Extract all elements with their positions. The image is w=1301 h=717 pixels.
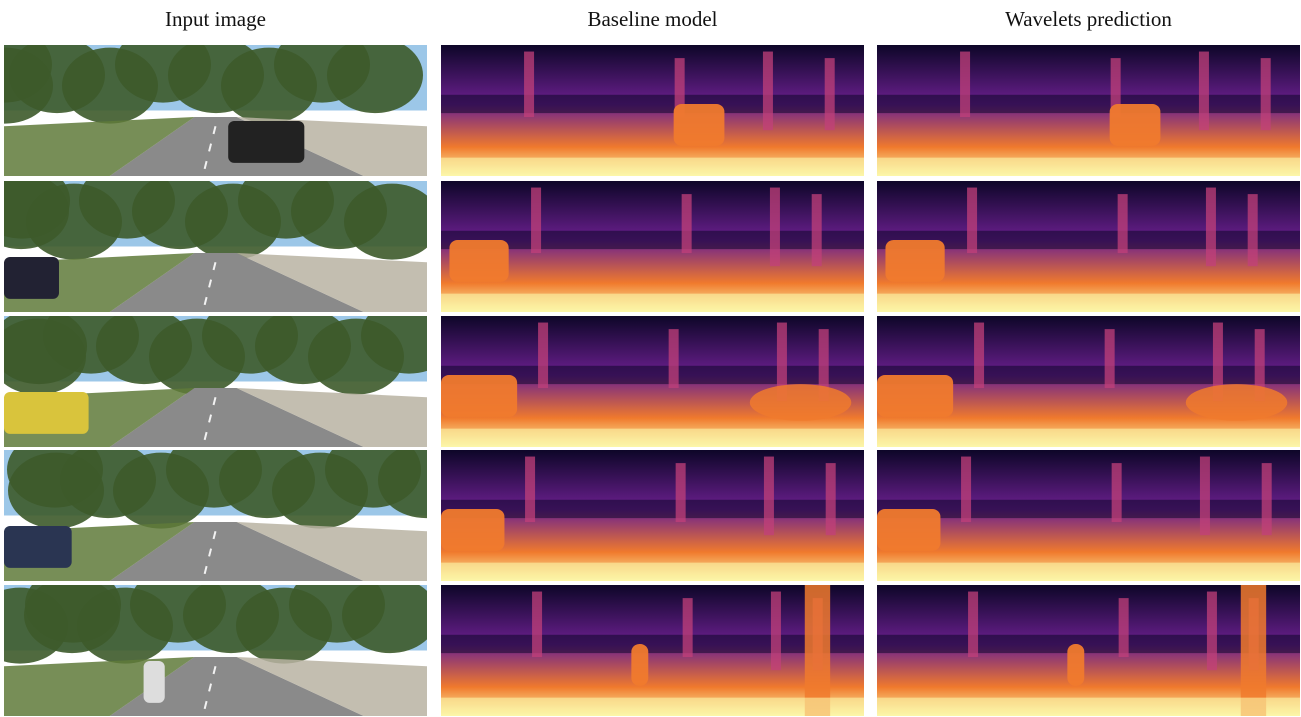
column-title-input: Input image [165,7,266,31]
column-title-wavelets: Wavelets prediction [1005,7,1172,31]
baseline-depth-map-row-5 [441,585,864,716]
wavelets-depth-map-row-1 [877,45,1300,176]
input-image-row-1 [4,45,427,176]
baseline-depth-map-row-2 [441,181,864,312]
column-title-baseline: Baseline model [587,7,718,31]
input-image-row-2 [4,181,427,312]
input-image-row-5 [4,585,427,716]
baseline-depth-map-row-4 [441,450,864,581]
input-image-row-4 [4,450,427,581]
wavelets-depth-map-row-2 [877,181,1300,312]
wavelets-depth-map-row-4 [877,450,1300,581]
baseline-depth-map-row-3 [441,316,864,447]
baseline-depth-map-row-1 [441,45,864,176]
wavelets-depth-map-row-5 [877,585,1300,716]
wavelets-depth-map-row-3 [877,316,1300,447]
input-image-row-3 [4,316,427,447]
